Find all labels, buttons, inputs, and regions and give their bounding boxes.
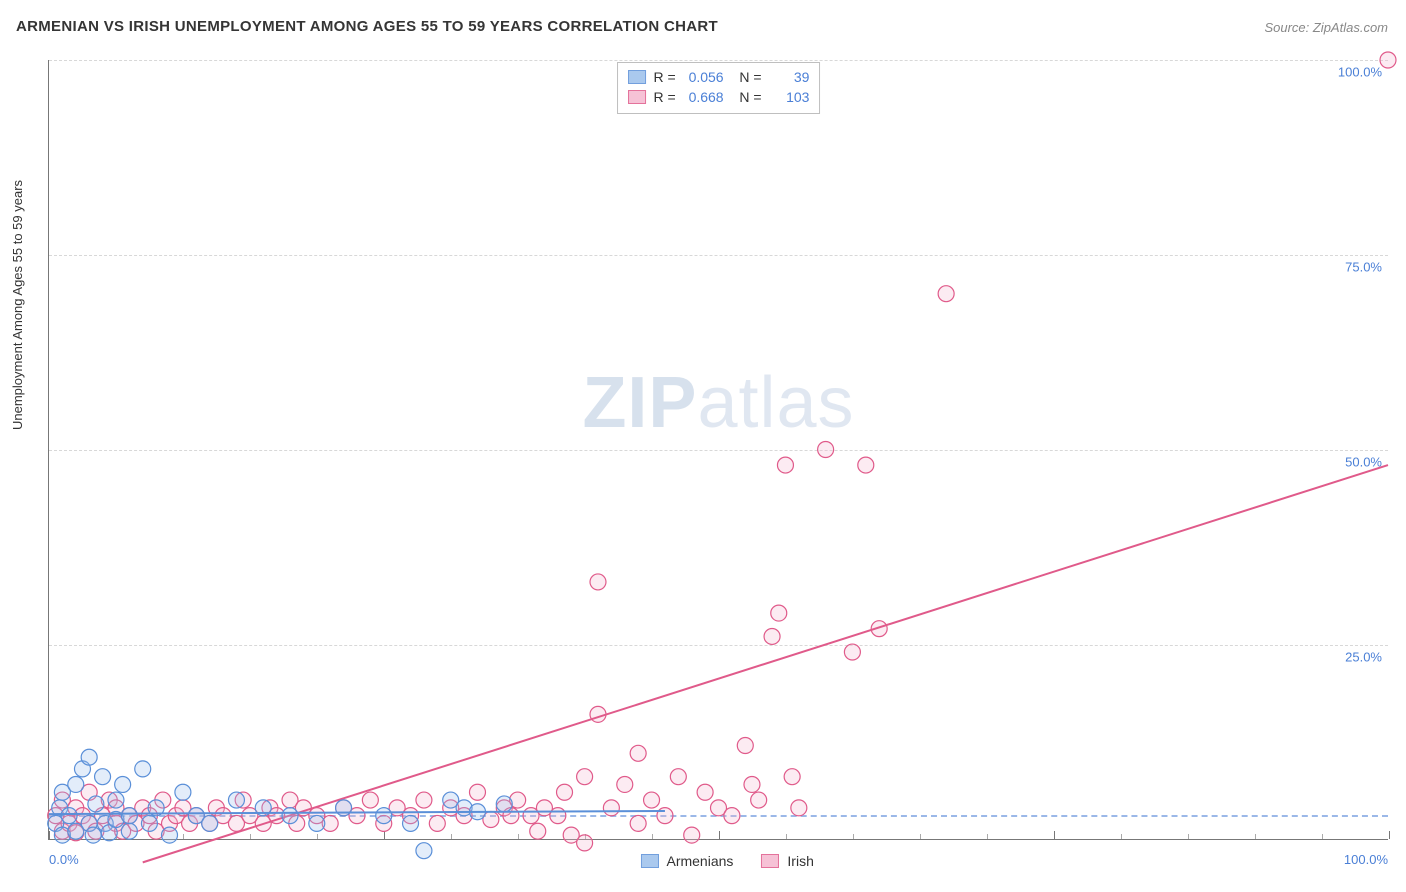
scatter-point	[777, 457, 793, 473]
scatter-point	[108, 792, 124, 808]
swatch-irish	[628, 90, 646, 104]
scatter-point	[115, 776, 131, 792]
scatter-point	[577, 835, 593, 851]
scatter-point	[858, 457, 874, 473]
x-tick	[1389, 831, 1390, 839]
r-value-armenians: 0.056	[680, 67, 724, 87]
n-value-armenians: 39	[765, 67, 809, 87]
scatter-point	[938, 286, 954, 302]
scatter-point	[617, 776, 633, 792]
legend-label-irish: Irish	[787, 853, 813, 869]
r-label: R =	[654, 69, 676, 85]
scatter-point	[88, 796, 104, 812]
scatter-point	[1380, 52, 1396, 68]
legend-item-armenians: Armenians	[640, 853, 733, 869]
scatter-point	[95, 769, 111, 785]
n-label-2: N =	[739, 89, 761, 105]
x-axis-max-label: 100.0%	[1344, 852, 1388, 867]
scatter-point	[61, 808, 77, 824]
scatter-point	[590, 574, 606, 590]
x-axis-min-label: 0.0%	[49, 852, 79, 867]
scatter-point	[416, 843, 432, 859]
scatter-point	[557, 784, 573, 800]
scatter-point	[362, 792, 378, 808]
scatter-point	[202, 815, 218, 831]
scatter-point	[162, 827, 178, 843]
n-label: N =	[739, 69, 761, 85]
page-title: ARMENIAN VS IRISH UNEMPLOYMENT AMONG AGE…	[16, 18, 718, 35]
scatter-point	[670, 769, 686, 785]
scatter-point	[697, 784, 713, 800]
scatter-point	[818, 442, 834, 458]
scatter-point	[141, 815, 157, 831]
scatter-point	[844, 644, 860, 660]
scatter-point	[282, 808, 298, 824]
scatter-point	[469, 784, 485, 800]
scatter-point	[737, 738, 753, 754]
scatter-point	[630, 745, 646, 761]
legend-swatch-irish	[761, 854, 779, 868]
scatter-point	[135, 761, 151, 777]
scatter-point	[751, 792, 767, 808]
legend: Armenians Irish	[640, 853, 813, 869]
n-value-irish: 103	[765, 87, 809, 107]
scatter-point	[85, 827, 101, 843]
y-axis-label: Unemployment Among Ages 55 to 59 years	[10, 180, 25, 430]
scatter-point	[630, 815, 646, 831]
scatter-point	[771, 605, 787, 621]
scatter-point	[496, 796, 512, 812]
scatter-point	[724, 808, 740, 824]
legend-label-armenians: Armenians	[666, 853, 733, 869]
scatter-point	[403, 815, 419, 831]
scatter-point	[175, 784, 191, 800]
r-label-2: R =	[654, 89, 676, 105]
legend-item-irish: Irish	[761, 853, 813, 869]
scatter-point	[376, 808, 392, 824]
r-value-irish: 0.668	[680, 87, 724, 107]
correlation-stats-box: R = 0.056 N = 39 R = 0.668 N = 103	[617, 62, 821, 114]
scatter-point	[228, 792, 244, 808]
stats-row-armenians: R = 0.056 N = 39	[628, 67, 810, 87]
scatter-point	[550, 808, 566, 824]
scatter-point	[644, 792, 660, 808]
scatter-point	[791, 800, 807, 816]
scatter-point	[68, 776, 84, 792]
scatter-point	[416, 792, 432, 808]
scatter-plot: ZIPatlas 25.0%50.0%75.0%100.0% 0.0% 100.…	[48, 60, 1388, 840]
scatter-point	[577, 769, 593, 785]
legend-swatch-armenians	[640, 854, 658, 868]
scatter-point	[121, 808, 137, 824]
scatter-point	[121, 823, 137, 839]
scatter-point	[764, 628, 780, 644]
plot-svg	[49, 60, 1388, 839]
scatter-point	[530, 823, 546, 839]
scatter-point	[684, 827, 700, 843]
scatter-point	[784, 769, 800, 785]
scatter-point	[603, 800, 619, 816]
swatch-armenians	[628, 70, 646, 84]
scatter-point	[81, 749, 97, 765]
scatter-point	[744, 776, 760, 792]
scatter-point	[309, 815, 325, 831]
scatter-point	[429, 815, 445, 831]
stats-row-irish: R = 0.668 N = 103	[628, 87, 810, 107]
source-attribution: Source: ZipAtlas.com	[1264, 20, 1388, 35]
